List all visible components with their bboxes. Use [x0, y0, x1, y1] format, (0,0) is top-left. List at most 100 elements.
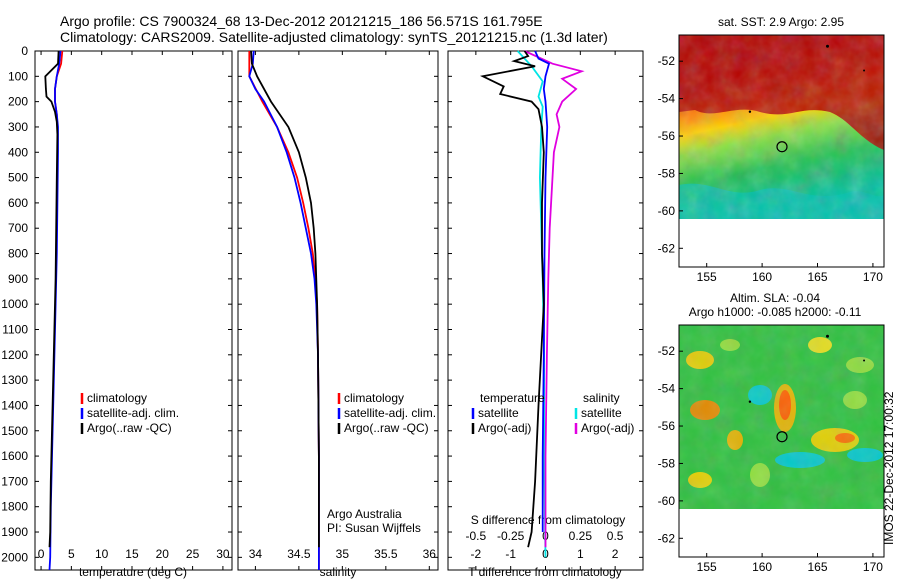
sst-map-lat-label: -58	[658, 166, 676, 180]
title-line-2: Climatology: CARS2009. Satellite-adjuste…	[60, 29, 608, 45]
sla-map-lat-label: -56	[658, 419, 676, 433]
depth-tick-label: 1700	[1, 474, 28, 488]
sla-map-lat-label: -52	[658, 344, 676, 358]
sdiff-argo-line	[524, 50, 585, 548]
sla-map-title-2: Argo h1000: -0.085 h2000: -0.11	[689, 305, 862, 319]
tdiff-legend-head: temperature	[480, 391, 545, 405]
sla-map-profile-marker	[776, 431, 788, 443]
sst-map-lon-label: 165	[807, 270, 827, 284]
depth-tick-label: 200	[8, 95, 28, 109]
temperature-x-tick-label: 10	[95, 547, 109, 561]
sla-map-frame	[678, 324, 885, 558]
temperature-x-tick-label: 25	[186, 547, 200, 561]
sdiff-axis-label: S difference from climatology	[471, 513, 626, 527]
salinity-x-tick-label: 36	[423, 547, 437, 561]
sdiff-legend-head: salinity	[583, 391, 620, 405]
depth-tick-label: 500	[8, 171, 28, 185]
temperature-x-tick-label: 0	[38, 547, 45, 561]
sdiff-legend-label: Argo(-adj)	[581, 421, 634, 435]
sst-map-lat-label: -54	[658, 92, 676, 106]
sdiff-legend-label: satellite	[581, 406, 622, 420]
temperature-x-tick-label: 15	[125, 547, 139, 561]
temperature-x-tick-label: 5	[68, 547, 75, 561]
sla-map-lon-label: 155	[697, 560, 717, 574]
tdiff-legend-label: Argo(-adj)	[478, 421, 531, 435]
depth-tick-label: 1300	[1, 373, 28, 387]
sla-map-lat-label: -60	[658, 494, 676, 508]
depth-tick-label: 1900	[1, 525, 28, 539]
depth-tick-label: 600	[8, 196, 28, 210]
sla-map-island-dot	[748, 400, 752, 403]
tdiff-satellite-line	[534, 50, 551, 532]
sst-map-island-dot	[748, 110, 752, 113]
sst-map-title: sat. SST: 2.9 Argo: 2.95	[718, 15, 844, 29]
depth-tick-label: 900	[8, 272, 28, 286]
panel-frame-temperature	[34, 50, 233, 571]
tdiff-x-tick-label: 2	[612, 547, 619, 561]
salinity-legend-label: climatology	[344, 391, 404, 405]
temperature-legend-label: climatology	[87, 391, 147, 405]
sst-map-lon-label: 170	[863, 270, 883, 284]
depth-tick-label: 1600	[1, 449, 28, 463]
sst-map-lat-label: -62	[658, 241, 676, 255]
sla-map-island-dot	[825, 334, 829, 338]
salinity-climatology-line	[248, 51, 320, 570]
sst-map-island-dot	[863, 69, 866, 72]
sdiff-x-tick-label: 0.25	[569, 529, 593, 543]
depth-tick-label: 1100	[2, 322, 28, 336]
depth-tick-label: 0	[21, 44, 28, 58]
sst-map-profile-marker	[776, 141, 788, 153]
salinity-x-tick-label: 35	[336, 547, 350, 561]
credit-line-2: PI: Susan Wijffels	[327, 521, 421, 535]
temperature-legend-label: Argo(..raw -QC)	[87, 421, 172, 435]
salinity-x-tick-label: 34.5	[287, 547, 311, 561]
temperature-argo-line	[44, 50, 60, 548]
temperature-legend-label: satellite-adj. clim.	[87, 406, 179, 420]
sla-map-lon-label: 160	[752, 560, 772, 574]
tdiff-argo-line	[479, 50, 545, 548]
depth-tick-label: 1000	[1, 297, 28, 311]
tdiff-x-tick-label: -2	[471, 547, 482, 561]
depth-tick-label: 300	[8, 120, 28, 134]
sla-map-island-dot	[863, 359, 866, 362]
depth-tick-label: 1800	[1, 500, 28, 514]
depth-tick-label: 700	[8, 221, 28, 235]
sdiff-x-tick-label: -0.5	[466, 529, 487, 543]
temperature-axis-label: temperature (deg C)	[79, 565, 187, 579]
salinity-axis-label: salinity	[320, 565, 357, 579]
temperature-x-tick-label: 20	[156, 547, 170, 561]
depth-tick-label: 1200	[1, 348, 28, 362]
sla-map-title-1: Altim. SLA: -0.04	[730, 291, 820, 305]
salinity-x-tick-label: 34	[249, 547, 263, 561]
sst-map-lat-label: -60	[658, 204, 676, 218]
timestamp-stamp: IMOS 22-Dec-2012 17:00:32	[882, 391, 896, 545]
sla-map-lon-label: 165	[807, 560, 827, 574]
sla-map-lat-label: -58	[658, 456, 676, 470]
sla-map-lat-label: -54	[658, 382, 676, 396]
tdiff-x-tick-label: 1	[577, 547, 584, 561]
credit-line-1: Argo Australia	[327, 507, 402, 521]
panel-frame-salinity	[237, 50, 439, 571]
depth-tick-label: 400	[8, 145, 28, 159]
title-line-1: Argo profile: CS 7900324_68 13-Dec-2012 …	[60, 13, 543, 29]
depth-tick-label: 2000	[1, 550, 28, 564]
sdiff-x-tick-label: 0.5	[607, 529, 624, 543]
sst-texture	[679, 35, 884, 219]
depth-tick-label: 800	[8, 247, 28, 261]
sst-map-frame	[678, 34, 885, 268]
tdiff-x-tick-label: -1	[505, 547, 516, 561]
sdiff-x-tick-label: -0.25	[497, 529, 525, 543]
sst-map-island-dot	[825, 44, 829, 48]
depth-tick-label: 100	[8, 69, 28, 83]
salinity-legend-label: satellite-adj. clim.	[344, 406, 436, 420]
tdiff-axis-label: T difference from climatology	[468, 565, 622, 579]
tdiff-legend-label: satellite	[478, 406, 519, 420]
sst-map-lon-label: 155	[697, 270, 717, 284]
sla-texture	[679, 325, 884, 509]
sst-map-lat-label: -56	[658, 129, 676, 143]
sla-map-lat-label: -62	[658, 531, 676, 545]
depth-tick-label: 1500	[1, 424, 28, 438]
sst-map-lat-label: -52	[658, 54, 676, 68]
salinity-legend-label: Argo(..raw -QC)	[344, 421, 429, 435]
